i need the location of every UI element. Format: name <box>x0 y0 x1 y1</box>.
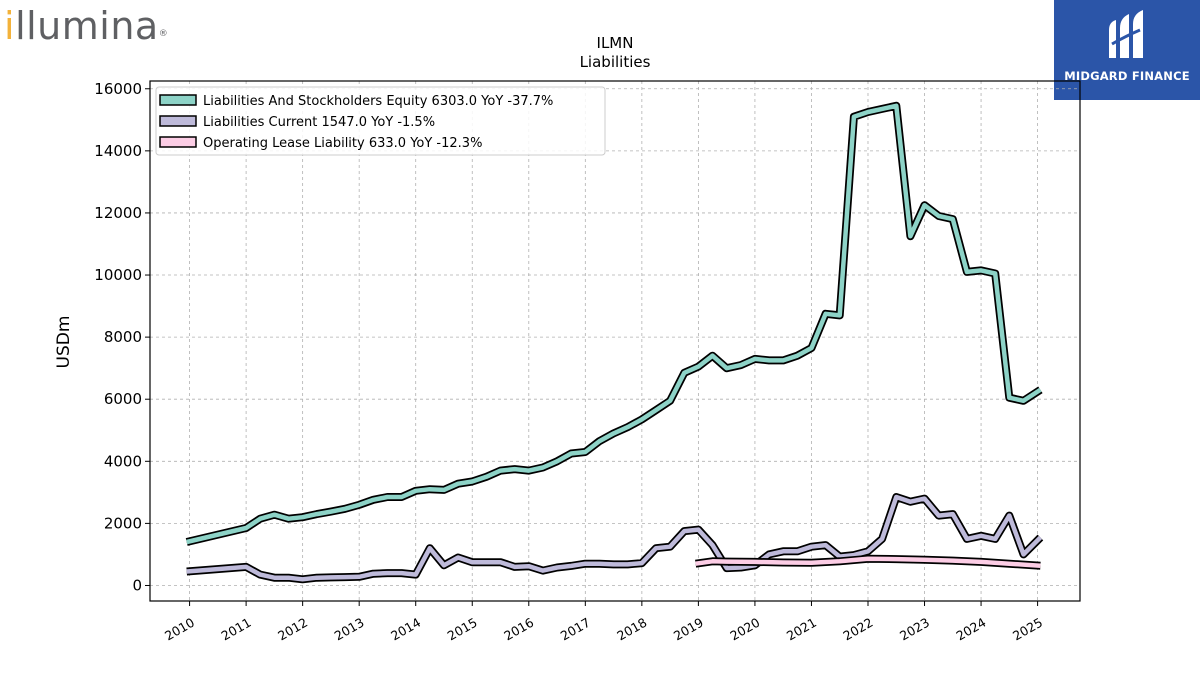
plot-area <box>149 80 1081 602</box>
legend: Liabilities And Stockholders Equity 6303… <box>155 86 606 156</box>
legend-box <box>155 86 606 156</box>
series-outline-2 <box>186 493 1044 584</box>
y-tick-label: 6000 <box>104 390 142 408</box>
illumina-logo: illumina® <box>4 4 168 48</box>
legend-swatch-1 <box>159 94 197 106</box>
x-tick-label: 2025 <box>1010 615 1045 644</box>
midgard-finance-text: MIDGARD FINANCE <box>1064 69 1190 83</box>
y-axis-label: USDm <box>54 316 74 369</box>
y-tick-label: 14000 <box>94 142 142 160</box>
chart-subtitle: Liabilities <box>580 53 651 71</box>
legend-label-2: Liabilities Current 1547.0 YoY -1.5% <box>203 115 435 130</box>
y-tick-label: 4000 <box>104 452 142 470</box>
legend-swatch-3 <box>159 136 197 148</box>
x-tick-label: 2013 <box>332 615 367 644</box>
x-tick-label: 2016 <box>501 615 536 644</box>
x-tick-label: 2024 <box>954 615 989 644</box>
y-tick-label: 16000 <box>94 80 142 98</box>
x-tick-label: 2023 <box>897 615 932 644</box>
y-tick-label: 8000 <box>104 328 142 346</box>
y-tick-label: 12000 <box>94 204 142 222</box>
x-tick-label: 2015 <box>445 615 480 644</box>
logo-left-text: llumina <box>15 4 159 48</box>
x-tick-label: 2021 <box>784 615 819 644</box>
logo-left-i: i <box>4 4 16 48</box>
midgard-emblem-icon <box>1109 10 1143 58</box>
series-lines <box>185 101 1044 584</box>
series-line-1 <box>186 103 1042 545</box>
x-tick-label: 2018 <box>614 615 649 644</box>
chart-title: ILMN <box>597 34 634 52</box>
series-outline-1 <box>185 101 1043 546</box>
x-tick-label: 2017 <box>558 615 593 644</box>
legend-label-1: Liabilities And Stockholders Equity 6303… <box>203 94 553 109</box>
x-tick-label: 2022 <box>840 615 875 644</box>
registered-mark: ® <box>158 29 169 39</box>
midgard-finance-logo: MIDGARD FINANCE <box>1054 0 1200 100</box>
x-tick-label: 2019 <box>671 615 706 644</box>
x-tick-label: 2014 <box>388 615 423 644</box>
legend-swatch-2 <box>159 115 197 127</box>
y-tick-label: 2000 <box>104 514 142 532</box>
y-tick-label: 0 <box>132 576 142 594</box>
legend-label-3: Operating Lease Liability 633.0 YoY -12.… <box>203 136 482 151</box>
x-tick-label: 2012 <box>275 615 310 644</box>
y-tick-label: 10000 <box>94 266 142 284</box>
x-tick-label: 2011 <box>219 615 254 644</box>
series-line-2 <box>186 494 1042 582</box>
x-tick-label: 2010 <box>162 615 197 644</box>
x-tick-label: 2020 <box>727 615 762 644</box>
grid <box>150 81 1080 601</box>
series-line-3 <box>695 556 1041 569</box>
